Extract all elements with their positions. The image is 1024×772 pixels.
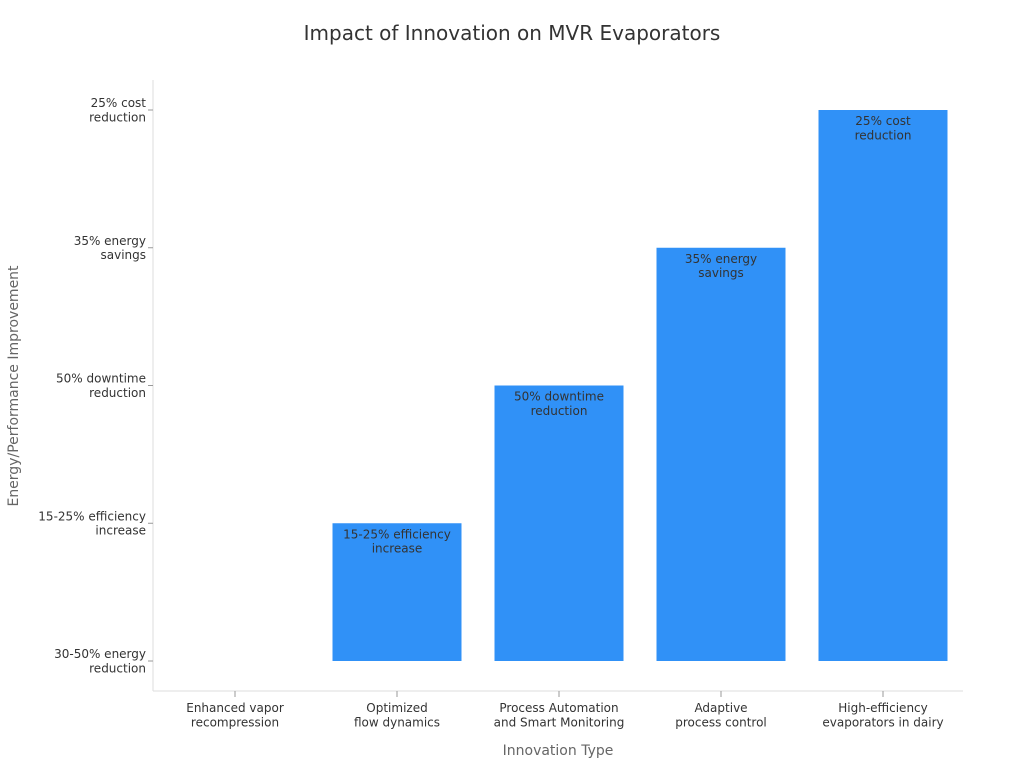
bar-data-label: 50% downtime reduction [514,390,604,418]
x-tick-label: Process Automation and Smart Monitoring [494,701,625,729]
x-tick-label: Adaptive process control [675,701,767,729]
y-axis-label: Energy/Performance Improvement [6,265,22,507]
bar [656,247,786,661]
bar [818,110,948,661]
y-tick-label: 35% energy savings [74,234,146,262]
bar [494,385,624,661]
x-axis-label: Innovation Type [503,743,614,759]
bar-data-label: 35% energy savings [685,252,757,280]
x-tick-label: Enhanced vapor recompression [186,701,284,729]
y-tick-label: 30-50% energy reduction [54,647,146,675]
bar [332,523,462,661]
y-tick-label: 25% cost reduction [89,96,146,124]
bar-data-label: 25% cost reduction [855,114,912,142]
chart-title: Impact of Innovation on MVR Evaporators [304,21,721,45]
bar-data-label: 15-25% efficiency increase [343,527,451,555]
x-tick-label: Optimized flow dynamics [354,701,440,729]
y-tick-label: 50% downtime reduction [56,372,146,400]
y-tick-label: 15-25% efficiency increase [38,509,146,537]
x-tick-label: High-efficiency evaporators in dairy [822,701,943,729]
